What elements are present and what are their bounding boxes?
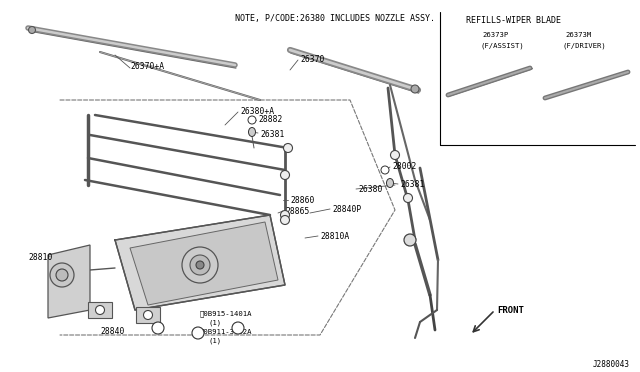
Circle shape <box>280 215 289 224</box>
Text: NOTE, P/CODE:26380 INCLUDES NOZZLE ASSY.: NOTE, P/CODE:26380 INCLUDES NOZZLE ASSY. <box>235 14 435 23</box>
Text: FRONT: FRONT <box>497 306 524 315</box>
Text: (1): (1) <box>209 320 222 327</box>
Polygon shape <box>115 215 285 310</box>
Text: 26380+A: 26380+A <box>240 107 274 116</box>
Text: (F/ASSIST): (F/ASSIST) <box>480 42 524 48</box>
Text: 28810A: 28810A <box>320 232 349 241</box>
Circle shape <box>232 322 244 334</box>
Circle shape <box>196 261 204 269</box>
Text: 26370: 26370 <box>300 55 324 64</box>
Text: 28865: 28865 <box>285 207 309 216</box>
Text: 26381: 26381 <box>260 130 284 139</box>
Polygon shape <box>48 245 90 318</box>
Polygon shape <box>130 222 278 305</box>
Circle shape <box>143 311 152 320</box>
Text: ⓝ0B911-3402A: ⓝ0B911-3402A <box>200 328 253 334</box>
Text: 26370+A: 26370+A <box>130 62 164 71</box>
Text: 26373M: 26373M <box>565 32 591 38</box>
Text: 26381: 26381 <box>400 180 424 189</box>
Ellipse shape <box>387 179 394 187</box>
Text: ⓜ0B915-1401A: ⓜ0B915-1401A <box>200 310 253 317</box>
Text: REFILLS-WIPER BLADE: REFILLS-WIPER BLADE <box>466 16 561 25</box>
Text: 28840P: 28840P <box>332 205 361 214</box>
Circle shape <box>280 211 289 219</box>
Text: (1): (1) <box>209 338 222 344</box>
Text: 26380: 26380 <box>358 185 382 194</box>
Bar <box>88 302 112 318</box>
Circle shape <box>50 263 74 287</box>
Circle shape <box>152 322 164 334</box>
Text: 28810: 28810 <box>28 253 52 262</box>
Circle shape <box>381 166 389 174</box>
Circle shape <box>56 269 68 281</box>
Bar <box>136 307 160 323</box>
Text: 28882: 28882 <box>258 115 282 124</box>
Circle shape <box>404 234 416 246</box>
Circle shape <box>190 255 210 275</box>
Circle shape <box>192 327 204 339</box>
Circle shape <box>390 151 399 160</box>
Text: 28860: 28860 <box>290 196 314 205</box>
Circle shape <box>280 170 289 180</box>
Circle shape <box>411 85 419 93</box>
Circle shape <box>182 247 218 283</box>
Text: 26373P: 26373P <box>482 32 508 38</box>
Ellipse shape <box>248 128 255 137</box>
Circle shape <box>29 26 35 33</box>
Text: 28002: 28002 <box>392 162 417 171</box>
Circle shape <box>248 116 256 124</box>
Text: 28840: 28840 <box>100 327 124 336</box>
Text: (F/DRIVER): (F/DRIVER) <box>563 42 607 48</box>
Circle shape <box>403 193 413 202</box>
Circle shape <box>284 144 292 153</box>
Text: J2880043: J2880043 <box>593 360 630 369</box>
Circle shape <box>95 305 104 314</box>
